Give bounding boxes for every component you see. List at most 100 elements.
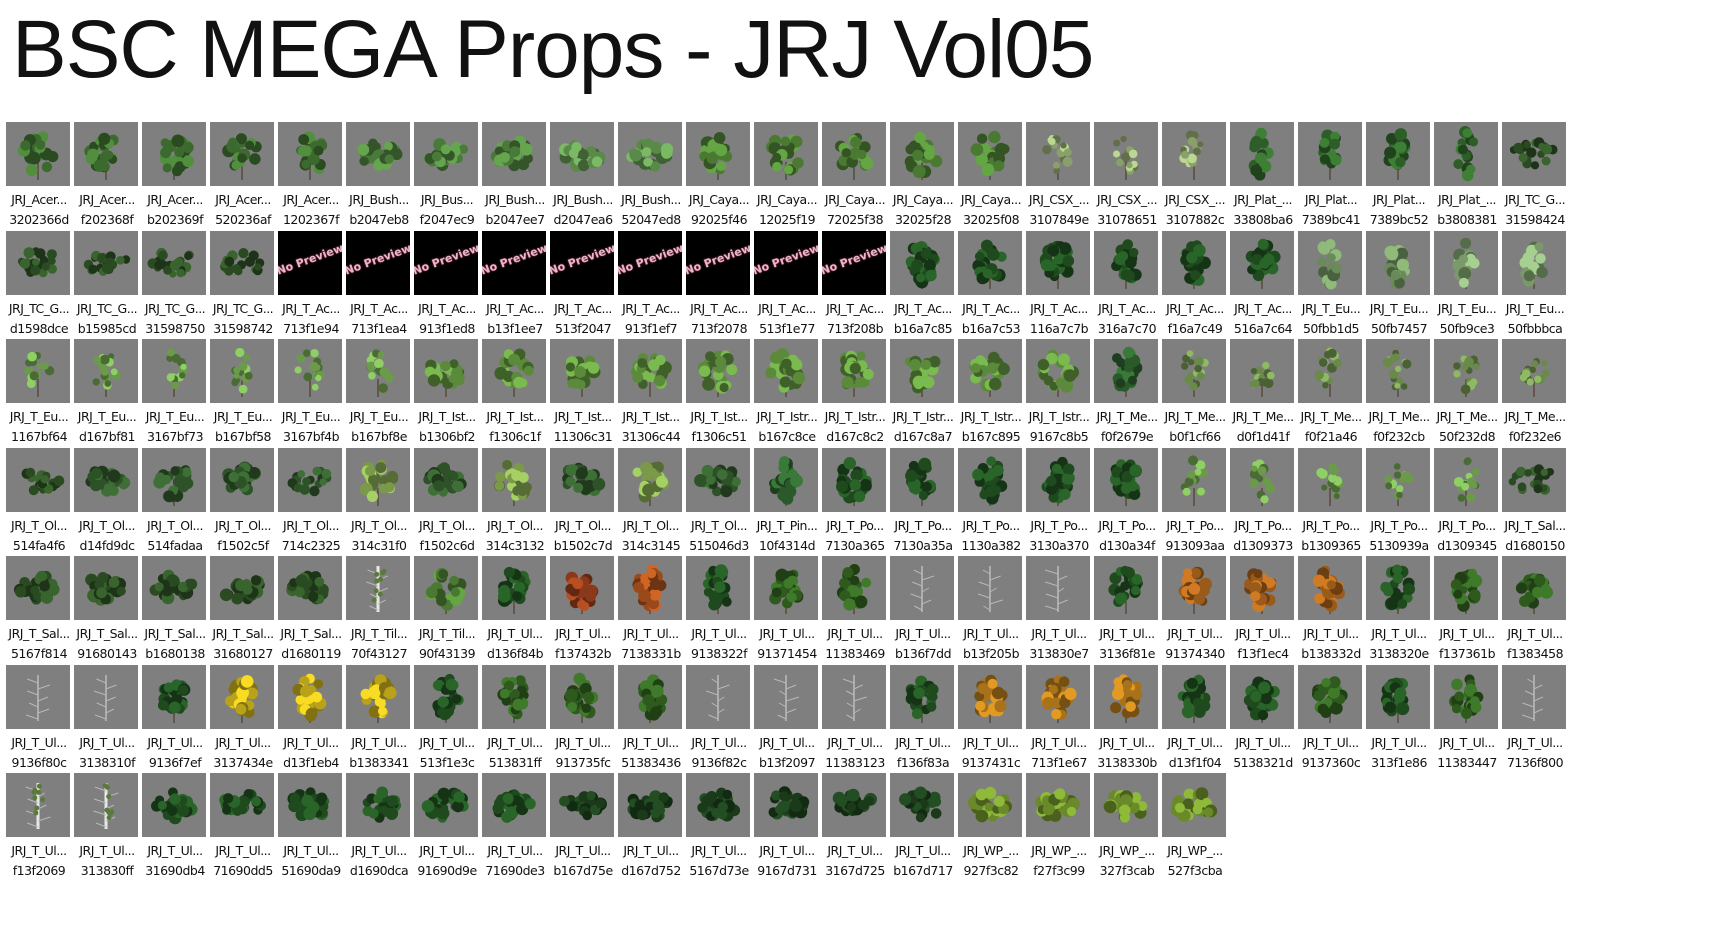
thumbnail-tile[interactable]: JRJ_T_Ist... 31306c44 [618,339,684,455]
thumbnail-tile[interactable]: JRJ_T_Ul... 5167d73e [686,773,752,889]
thumbnail-tile[interactable]: JRJ_T_Ol... 314c3145 [618,447,684,564]
thumbnail-tile[interactable]: JRJ_T_Eu... 3167bf4b [278,339,344,455]
thumbnail-tile[interactable]: JRJ_T_Ist... f1306c1f [482,339,548,455]
thumbnail-tile[interactable]: JRJ_T_Ul... 11383447 [1434,664,1500,781]
thumbnail-tile[interactable]: JRJ_Plat_... 33808ba6 [1230,122,1296,238]
thumbnail-tile[interactable]: JRJ_T_Me... 50f232d8 [1434,339,1500,455]
thumbnail-tile[interactable]: JRJ_T_Po... d130a34f [1094,447,1160,564]
thumbnail-tile[interactable]: JRJ_T_Istr... d167c8a7 [890,339,956,455]
thumbnail-tile[interactable]: JRJ_T_Sal... d1680150 [1502,447,1568,564]
thumbnail-tile[interactable]: JRJ_T_Ul... 3136f81e [1094,556,1160,672]
thumbnail-tile[interactable]: JRJ_TC_G... 31598742 [210,230,276,347]
thumbnail-tile[interactable]: JRJ_T_Po... 913093aa [1162,447,1228,564]
thumbnail-tile[interactable]: JRJ_T_Ol... 515046d3 [686,447,752,564]
thumbnail-tile[interactable]: JRJ_T_Ul... 3137434e [210,664,276,781]
thumbnail-tile[interactable]: JRJ_Caya... 92025f46 [686,122,752,238]
thumbnail-tile[interactable]: JRJ_T_Ul... 31690db4 [142,773,208,889]
thumbnail-tile[interactable]: No Preview JRJ_T_Ac... 713f208b [822,230,888,347]
thumbnail-tile[interactable]: JRJ_T_Ist... b1306bf2 [414,339,480,455]
thumbnail-tile[interactable]: JRJ_T_Sal... 31680127 [210,556,276,672]
thumbnail-tile[interactable]: JRJ_Bush... b2047eb8 [346,122,412,238]
thumbnail-tile[interactable]: No Preview JRJ_T_Ac... 513f2047 [550,230,616,347]
thumbnail-tile[interactable]: JRJ_T_Ul... 913735fc [550,664,616,781]
thumbnail-tile[interactable]: JRJ_T_Eu... b167bf8e [346,339,412,455]
thumbnail-tile[interactable]: JRJ_T_Ol... 514fadaa [142,447,208,564]
thumbnail-tile[interactable]: JRJ_T_Eu... d167bf81 [74,339,140,455]
thumbnail-tile[interactable]: JRJ_Bush... b2047ee7 [482,122,548,238]
thumbnail-tile[interactable]: JRJ_T_Istr... b167c895 [958,339,1024,455]
thumbnail-tile[interactable]: JRJ_T_Ul... b1383341 [346,664,412,781]
thumbnail-tile[interactable]: JRJ_T_Ac... f16a7c49 [1162,230,1228,347]
thumbnail-tile[interactable]: JRJ_T_Ul... d136f84b [482,556,548,672]
thumbnail-tile[interactable]: JRJ_T_Eu... 50fb7457 [1366,230,1432,347]
thumbnail-tile[interactable]: JRJ_T_Po... 5130939a [1366,447,1432,564]
thumbnail-tile[interactable]: JRJ_T_Ul... b138332d [1298,556,1364,672]
thumbnail-tile[interactable]: JRJ_T_Ul... 71690de3 [482,773,548,889]
thumbnail-tile[interactable]: JRJ_Caya... 72025f38 [822,122,888,238]
thumbnail-tile[interactable]: JRJ_T_Ul... b13f2097 [754,664,820,781]
thumbnail-tile[interactable]: JRJ_T_Til... 90f43139 [414,556,480,672]
thumbnail-tile[interactable]: JRJ_T_Eu... 3167bf73 [142,339,208,455]
thumbnail-tile[interactable]: JRJ_T_Ul... b167d717 [890,773,956,889]
thumbnail-tile[interactable]: JRJ_T_Po... 3130a370 [1026,447,1092,564]
thumbnail-tile[interactable]: JRJ_T_Ol... d14fd9dc [74,447,140,564]
thumbnail-tile[interactable]: JRJ_T_Ol... f1502c6d [414,447,480,564]
thumbnail-tile[interactable]: JRJ_T_Til... 70f43127 [346,556,412,672]
thumbnail-tile[interactable]: JRJ_T_Ul... 9137360c [1298,664,1364,781]
thumbnail-tile[interactable]: JRJ_T_Ul... 5138321d [1230,664,1296,781]
thumbnail-tile[interactable]: JRJ_Caya... 32025f28 [890,122,956,238]
thumbnail-tile[interactable]: JRJ_T_Ul... 513831ff [482,664,548,781]
thumbnail-tile[interactable]: JRJ_T_Ul... f136f83a [890,664,956,781]
thumbnail-tile[interactable]: JRJ_TC_G... d1598dce [6,230,72,347]
thumbnail-tile[interactable]: No Preview JRJ_T_Ac... 713f1e94 [278,230,344,347]
thumbnail-tile[interactable]: JRJ_T_Ac... 116a7c7b [1026,230,1092,347]
thumbnail-tile[interactable]: JRJ_T_Ul... 9137431c [958,664,1024,781]
thumbnail-tile[interactable]: JRJ_T_Ul... 513f1e3c [414,664,480,781]
thumbnail-tile[interactable]: JRJ_T_Ul... 51383436 [618,664,684,781]
thumbnail-tile[interactable]: JRJ_T_Ul... 313f1e86 [1366,664,1432,781]
thumbnail-tile[interactable]: JRJ_T_Eu... 50fb9ce3 [1434,230,1500,347]
thumbnail-tile[interactable]: JRJ_T_Po... 7130a365 [822,447,888,564]
thumbnail-tile[interactable]: No Preview JRJ_T_Ac... 913f1ed8 [414,230,480,347]
thumbnail-tile[interactable]: JRJ_T_Po... 7130a35a [890,447,956,564]
thumbnail-tile[interactable]: No Preview JRJ_T_Ac... 913f1ef7 [618,230,684,347]
thumbnail-tile[interactable]: JRJ_TC_G... b15985cd [74,230,140,347]
thumbnail-tile[interactable]: JRJ_Caya... 32025f08 [958,122,1024,238]
thumbnail-tile[interactable]: JRJ_T_Ul... 11383469 [822,556,888,672]
thumbnail-tile[interactable]: JRJ_T_Istr... b167c8ce [754,339,820,455]
thumbnail-tile[interactable]: JRJ_Acer... b202369f [142,122,208,238]
thumbnail-tile[interactable]: JRJ_T_Ac... b16a7c53 [958,230,1024,347]
thumbnail-tile[interactable]: JRJ_T_Po... d1309345 [1434,447,1500,564]
thumbnail-tile[interactable]: JRJ_T_Ul... b167d75e [550,773,616,889]
thumbnail-tile[interactable]: JRJ_T_Ul... d167d752 [618,773,684,889]
thumbnail-tile[interactable]: JRJ_T_Ul... 9136f80c [6,664,72,781]
thumbnail-tile[interactable]: JRJ_T_Me... f0f232cb [1366,339,1432,455]
thumbnail-tile[interactable]: JRJ_T_Ul... 3138320e [1366,556,1432,672]
thumbnail-tile[interactable]: No Preview JRJ_T_Ac... 713f1ea4 [346,230,412,347]
thumbnail-tile[interactable]: JRJ_CSX_... 31078651 [1094,122,1160,238]
thumbnail-tile[interactable]: JRJ_T_Ul... 9167d731 [754,773,820,889]
thumbnail-tile[interactable]: JRJ_Acer... 520236af [210,122,276,238]
thumbnail-tile[interactable]: JRJ_CSX_... 3107849e [1026,122,1092,238]
thumbnail-tile[interactable]: JRJ_T_Ul... b13f205b [958,556,1024,672]
thumbnail-tile[interactable]: JRJ_T_Istr... 9167c8b5 [1026,339,1092,455]
thumbnail-tile[interactable]: JRJ_T_Sal... d1680119 [278,556,344,672]
thumbnail-tile[interactable]: No Preview JRJ_T_Ac... b13f1ee7 [482,230,548,347]
thumbnail-tile[interactable]: JRJ_T_Ul... b136f7dd [890,556,956,672]
thumbnail-tile[interactable]: JRJ_T_Me... f0f232e6 [1502,339,1568,455]
thumbnail-tile[interactable]: JRJ_T_Ist... f1306c51 [686,339,752,455]
thumbnail-tile[interactable]: JRJ_Plat_... b3808381 [1434,122,1500,238]
thumbnail-tile[interactable]: JRJ_T_Sal... b1680138 [142,556,208,672]
thumbnail-tile[interactable]: JRJ_T_Eu... 50fbbbca [1502,230,1568,347]
thumbnail-tile[interactable]: JRJ_T_Me... f0f2679e [1094,339,1160,455]
thumbnail-tile[interactable]: JRJ_T_Ul... 91690d9e [414,773,480,889]
thumbnail-tile[interactable]: JRJ_Bush... d2047ea6 [550,122,616,238]
thumbnail-tile[interactable]: JRJ_T_Ul... f137432b [550,556,616,672]
thumbnail-tile[interactable]: JRJ_T_Eu... b167bf58 [210,339,276,455]
thumbnail-tile[interactable]: JRJ_T_Ac... b16a7c85 [890,230,956,347]
thumbnail-tile[interactable]: JRJ_Acer... f202368f [74,122,140,238]
thumbnail-tile[interactable]: JRJ_T_Ol... b1502c7d [550,447,616,564]
thumbnail-tile[interactable]: JRJ_T_Ul... 7138331b [618,556,684,672]
thumbnail-tile[interactable]: JRJ_T_Ul... 9136f82c [686,664,752,781]
thumbnail-tile[interactable]: JRJ_T_Po... 1130a382 [958,447,1024,564]
